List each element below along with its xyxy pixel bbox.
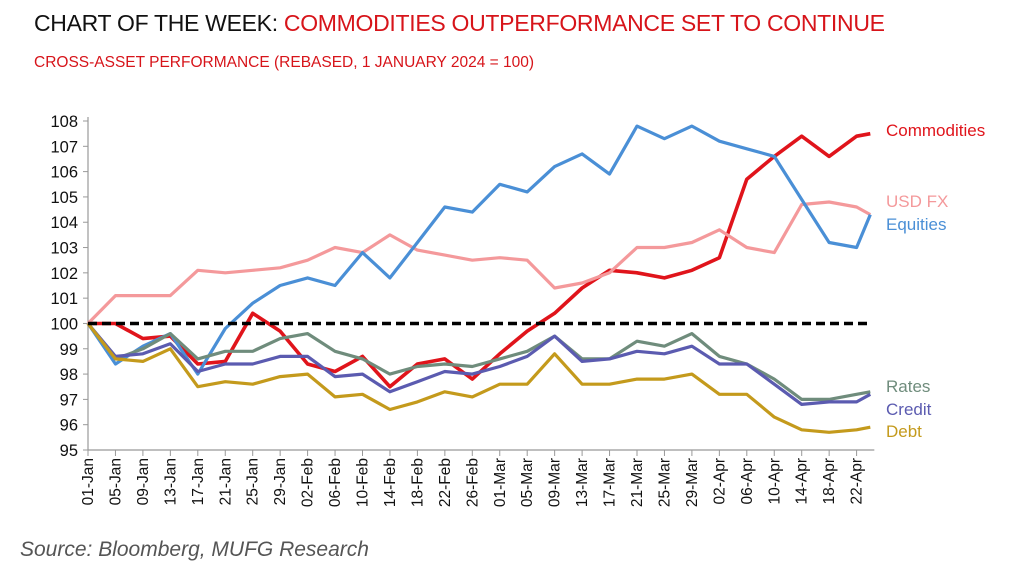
x-tick-label: 10-Feb <box>355 458 372 507</box>
x-tick-label: 25-Jan <box>245 458 262 505</box>
source-note: Source: Bloomberg, MUFG Research <box>20 538 369 561</box>
x-tick-label: 06-Apr <box>739 458 756 505</box>
legend-label-credit: Credit <box>886 400 932 419</box>
series-line-debt <box>86 322 871 434</box>
x-tick-label: 18-Apr <box>821 458 838 505</box>
y-tick-label: 100 <box>50 315 78 333</box>
x-tick-label: 17-Jan <box>190 458 207 505</box>
x-tick-label: 21-Mar <box>629 458 646 507</box>
series-line-usd-fx <box>86 200 872 325</box>
x-tick-label: 22-Feb <box>437 458 454 507</box>
y-tick-label: 101 <box>50 290 78 308</box>
x-tick-label: 25-Mar <box>656 458 673 507</box>
series-line-credit <box>86 322 872 406</box>
chart-subtitle: CROSS-ASSET PERFORMANCE (REBASED, 1 JANU… <box>34 54 535 71</box>
legend-label-rates: Rates <box>886 377 930 396</box>
x-tick-label: 29-Mar <box>684 458 701 507</box>
y-tick-label: 108 <box>50 113 78 131</box>
x-tick-label: 06-Feb <box>327 458 344 507</box>
legend-label-usd-fx: USD FX <box>886 192 948 211</box>
x-tick-label: 14-Apr <box>794 458 811 505</box>
y-tick-label: 104 <box>50 214 78 232</box>
chart-title: CHART OF THE WEEK: COMMODITIES OUTPERFOR… <box>34 10 885 37</box>
series-line-equities <box>86 124 872 376</box>
x-tick-label: 02-Apr <box>711 458 728 505</box>
x-tick-label: 13-Mar <box>574 458 591 507</box>
x-tick-label: 05-Mar <box>519 458 536 507</box>
x-tick-label: 17-Mar <box>602 458 619 507</box>
x-tick-label: 21-Jan <box>217 458 234 505</box>
x-tick-label: 14-Feb <box>382 458 399 507</box>
y-tick-label: 95 <box>60 442 78 460</box>
x-tick-label: 10-Apr <box>766 458 783 505</box>
x-tick-label: 02-Feb <box>300 458 317 507</box>
y-tick-label: 97 <box>60 391 78 409</box>
x-tick-label: 01-Jan <box>80 458 97 505</box>
legend-label-equities: Equities <box>886 215 946 234</box>
x-tick-label: 13-Jan <box>162 458 179 505</box>
x-tick-label: 01-Mar <box>492 458 509 507</box>
legend-label-commodities: Commodities <box>886 121 985 140</box>
y-tick-label: 105 <box>50 189 78 207</box>
x-tick-label: 09-Mar <box>547 458 564 507</box>
title-main: COMMODITIES OUTPERFORMANCE SET TO CONTIN… <box>283 10 885 36</box>
x-tick-label: 09-Jan <box>135 458 152 505</box>
x-tick-label: 29-Jan <box>272 458 289 505</box>
x-tick-label: 22-Apr <box>849 458 866 505</box>
y-tick-label: 99 <box>60 341 78 359</box>
y-tick-label: 102 <box>50 265 78 283</box>
x-tick-label: 18-Feb <box>409 458 426 507</box>
y-tick-label: 96 <box>60 417 78 435</box>
y-tick-label: 106 <box>50 164 78 182</box>
legend-label-debt: Debt <box>886 422 922 441</box>
series-line-commodities <box>88 131 871 389</box>
y-tick-label: 107 <box>50 138 78 156</box>
title-prefix: CHART OF THE WEEK: <box>34 10 284 36</box>
x-tick-label: 05-Jan <box>107 458 124 505</box>
y-tick-label: 103 <box>50 240 78 258</box>
y-tick-label: 98 <box>60 366 78 384</box>
x-tick-label: 26-Feb <box>464 458 481 507</box>
